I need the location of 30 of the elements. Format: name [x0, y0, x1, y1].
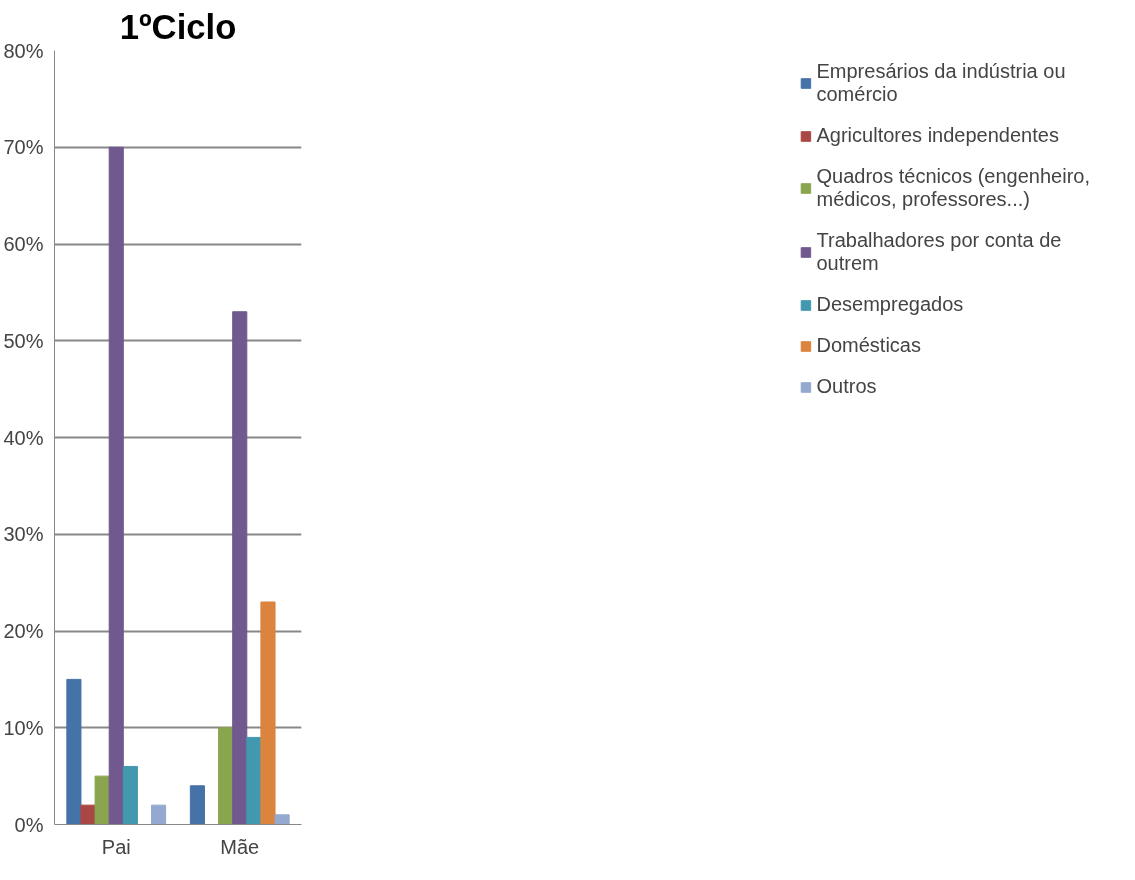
y-tick-label: 80% [3, 39, 44, 62]
bar [218, 727, 234, 825]
y-tick-label: 10% [3, 716, 44, 739]
bar [94, 775, 110, 825]
bar [66, 678, 82, 825]
y-tick-label: 0% [14, 813, 44, 836]
bar [246, 736, 262, 825]
y-tick-label: 30% [3, 523, 44, 546]
y-tick-label: 70% [3, 136, 44, 159]
legend-label: Empresários da indústria ou comércio [816, 60, 1066, 106]
y-tick-label: 50% [3, 329, 44, 352]
bar [274, 814, 290, 825]
y-tick-label: 40% [3, 426, 44, 449]
bar [108, 146, 124, 825]
bar [260, 601, 276, 825]
bar [122, 765, 138, 825]
x-tick-label: Mãe [220, 835, 260, 858]
y-tick-label: 60% [3, 233, 44, 255]
chart-title: 1ºCiclo [119, 7, 237, 46]
bar [151, 804, 167, 825]
legend-label: Agricultores independentes [816, 124, 1059, 147]
bar [232, 311, 248, 825]
legend-label: Outros [816, 375, 877, 398]
legend-label: Quadros técnicos (engenheiro, médicos, professores...) [816, 165, 1090, 211]
bar [189, 785, 205, 825]
x-tick-label: Pai [101, 835, 131, 858]
legend-label: Trabalhadores por conta de outrem [816, 229, 1062, 275]
y-tick-label: 20% [3, 620, 44, 642]
legend-label: Domésticas [816, 334, 921, 357]
legend-label: Desempregados [816, 293, 964, 316]
